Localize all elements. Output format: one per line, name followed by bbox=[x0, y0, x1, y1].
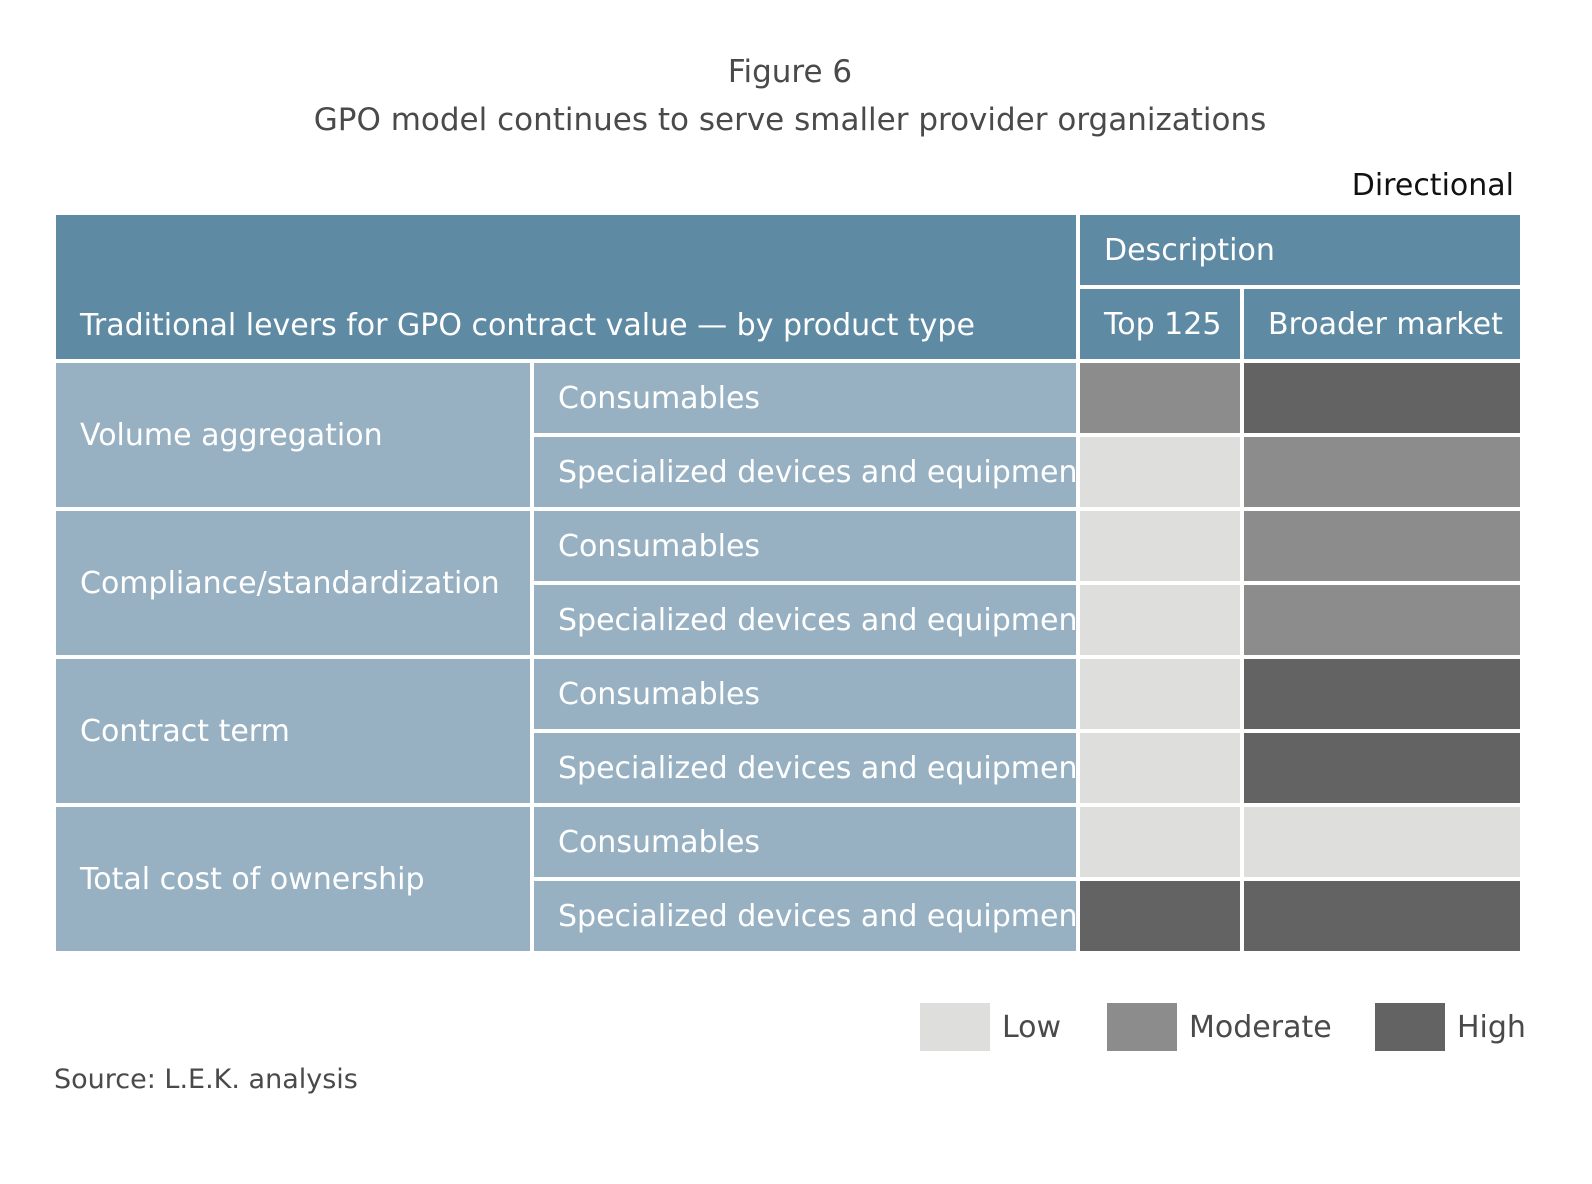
header-col-broader-market: Broader market bbox=[1244, 289, 1520, 359]
legend-label: Moderate bbox=[1189, 1009, 1332, 1045]
rating-cell-broader-market-high bbox=[1244, 659, 1520, 729]
product-type-label: Specialized devices and equipment bbox=[558, 454, 1090, 490]
product-type-label: Specialized devices and equipment bbox=[558, 898, 1090, 934]
header-group-label: Description bbox=[1104, 232, 1275, 268]
legend-label: Low bbox=[1002, 1009, 1062, 1045]
product-type-cell: Consumables bbox=[534, 807, 1076, 877]
rating-cell-broader-market-moderate bbox=[1244, 585, 1520, 655]
legend-swatch-moderate bbox=[1107, 1003, 1177, 1051]
product-type-cell: Consumables bbox=[534, 659, 1076, 729]
legend-swatch-low bbox=[920, 1003, 990, 1051]
product-type-label: Specialized devices and equipment bbox=[558, 750, 1090, 786]
header-col-label: Broader market bbox=[1268, 306, 1503, 342]
product-type-label: Consumables bbox=[558, 676, 761, 712]
lever-cell: Compliance/standardization bbox=[56, 511, 530, 655]
product-type-label: Consumables bbox=[558, 528, 761, 564]
lever-label: Compliance/standardization bbox=[80, 565, 500, 601]
lever-label: Contract term bbox=[80, 713, 290, 749]
header-group-cell: Description bbox=[1080, 215, 1520, 285]
product-type-cell: Consumables bbox=[534, 511, 1076, 581]
legend-swatch-high bbox=[1375, 1003, 1445, 1051]
product-type-cell: Specialized devices and equipment bbox=[534, 437, 1089, 507]
legend-item-high: High bbox=[1375, 1003, 1526, 1051]
lever-cell: Contract term bbox=[56, 659, 530, 803]
lever-label: Volume aggregation bbox=[80, 417, 383, 453]
rating-cell-top125-moderate bbox=[1080, 363, 1240, 433]
lever-label: Total cost of ownership bbox=[80, 861, 425, 897]
legend-item-moderate: Moderate bbox=[1107, 1003, 1332, 1051]
header-row-label: Traditional levers for GPO contract valu… bbox=[80, 308, 975, 343]
rating-cell-broader-market-high bbox=[1244, 881, 1520, 951]
rating-cell-top125-low bbox=[1080, 659, 1240, 729]
lever-cell: Total cost of ownership bbox=[56, 807, 530, 951]
header-row-label-cell: Traditional levers for GPO contract valu… bbox=[56, 215, 1076, 359]
product-type-label: Consumables bbox=[558, 824, 761, 860]
figure-label: Figure 6 bbox=[727, 54, 853, 90]
product-type-label: Consumables bbox=[558, 380, 761, 416]
rating-cell-broader-market-high bbox=[1244, 363, 1520, 433]
rating-cell-top125-low bbox=[1080, 585, 1240, 655]
rating-cell-top125-low bbox=[1080, 733, 1240, 803]
rating-cell-top125-low bbox=[1080, 807, 1240, 877]
header-col-top125: Top 125 bbox=[1080, 289, 1240, 359]
directional-note: Directional bbox=[1351, 168, 1514, 203]
rating-cell-top125-low bbox=[1080, 511, 1240, 581]
figure-title: GPO model continues to serve smaller pro… bbox=[313, 102, 1267, 138]
rating-cell-broader-market-moderate bbox=[1244, 511, 1520, 581]
product-type-cell: Consumables bbox=[534, 363, 1076, 433]
rating-cell-broader-market-high bbox=[1244, 733, 1520, 803]
header-col-label: Top 125 bbox=[1104, 306, 1222, 342]
legend-label: High bbox=[1457, 1009, 1526, 1045]
product-type-label: Specialized devices and equipment bbox=[558, 602, 1090, 638]
rating-cell-top125-high bbox=[1080, 881, 1240, 951]
product-type-cell: Specialized devices and equipment bbox=[534, 585, 1089, 655]
rating-cell-top125-low bbox=[1080, 437, 1240, 507]
product-type-cell: Specialized devices and equipment bbox=[534, 733, 1089, 803]
legend-item-low: Low bbox=[920, 1003, 1061, 1051]
legend: Low Moderate High bbox=[0, 1003, 1592, 1051]
lever-cell: Volume aggregation bbox=[56, 363, 530, 507]
product-type-cell: Specialized devices and equipment bbox=[534, 881, 1089, 951]
rating-cell-broader-market-moderate bbox=[1244, 437, 1520, 507]
rating-cell-broader-market-low bbox=[1244, 807, 1520, 877]
lever-table: Traditional levers for GPO contract valu… bbox=[56, 215, 1520, 952]
source-note: Source: L.E.K. analysis bbox=[54, 1064, 358, 1095]
